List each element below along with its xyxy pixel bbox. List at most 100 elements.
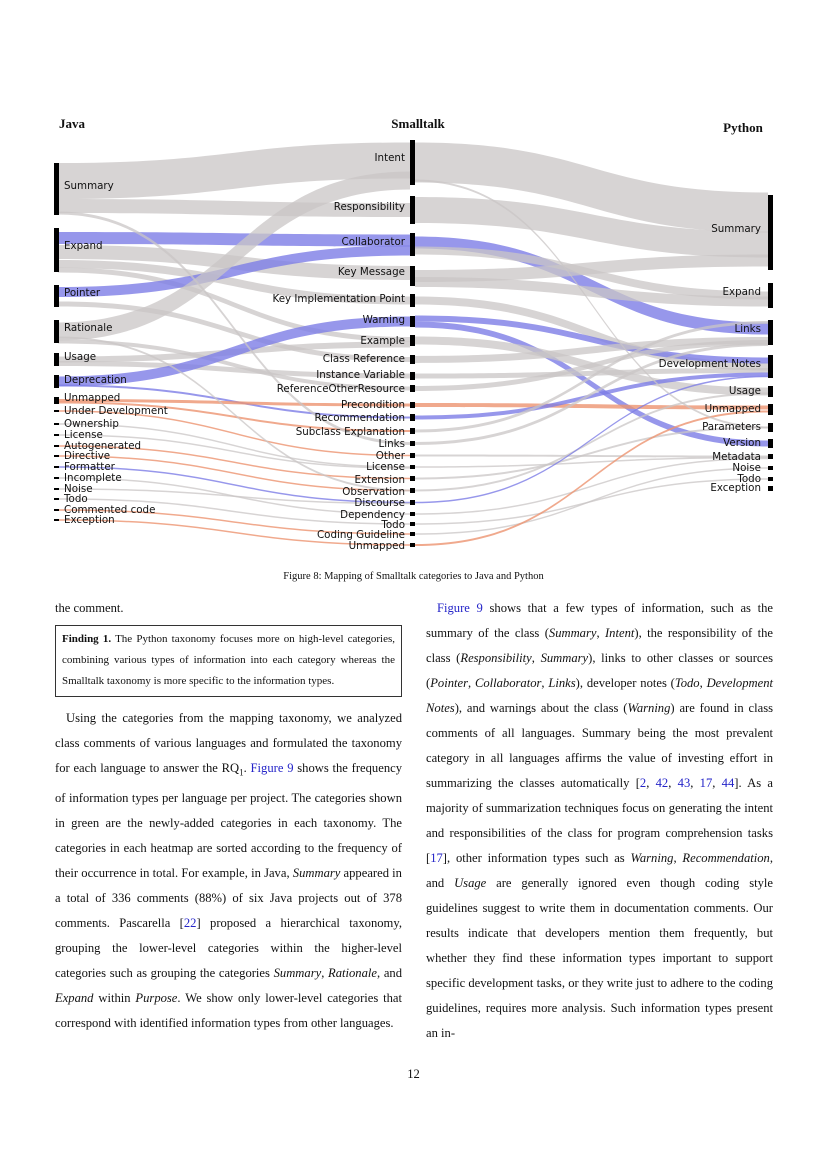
node-label: Warning	[363, 314, 405, 326]
node-bar	[768, 454, 773, 459]
node-label: Unmapped	[705, 403, 761, 415]
node-bar	[54, 163, 59, 215]
node-bar	[54, 375, 59, 388]
node-label: Directive	[64, 450, 110, 462]
text-run: ,	[712, 776, 722, 790]
node-bar	[54, 455, 59, 457]
flow	[415, 454, 768, 458]
node-label: Usage	[729, 385, 761, 397]
text-run: , and	[426, 851, 773, 890]
node-label: Extension	[354, 474, 405, 486]
reference-link[interactable]: 17	[430, 851, 443, 865]
node-bar	[54, 445, 59, 447]
flow	[415, 315, 768, 364]
node-label: Noise	[64, 483, 93, 495]
node-bar	[768, 283, 773, 308]
flow	[58, 434, 410, 469]
flow	[58, 142, 410, 199]
node-label: Rationale	[64, 322, 112, 334]
text-run: Warning	[627, 701, 671, 715]
node-label: License	[64, 429, 103, 441]
text-run: . We show only lower-level categories th…	[55, 990, 403, 1030]
node-label: Links	[379, 438, 405, 450]
node-label: Development Notes	[659, 358, 761, 370]
node-label: Key Implementation Point	[272, 293, 405, 305]
node-bar	[410, 414, 415, 421]
flow	[58, 401, 410, 432]
flow	[58, 445, 410, 480]
node-label: Autogenerated	[64, 440, 141, 452]
node-label: Instance Variable	[316, 369, 405, 381]
flow	[58, 399, 410, 407]
reference-link[interactable]: 2	[639, 776, 647, 790]
column-title: Python	[723, 120, 764, 135]
flow	[415, 392, 768, 492]
reference-link[interactable]: Figure 9	[250, 761, 294, 775]
reference-link[interactable]: 22	[183, 915, 197, 930]
flow	[58, 498, 410, 525]
flow	[58, 455, 410, 492]
text-run: ,	[531, 651, 541, 665]
node-bar	[410, 196, 415, 224]
node-bar	[410, 488, 415, 493]
flow	[415, 277, 768, 307]
text-run: Purpose	[135, 990, 178, 1005]
node-bar	[410, 543, 415, 547]
node-label: Observation	[342, 486, 405, 498]
text-run: shows that a few types of information, s…	[426, 601, 774, 640]
flow	[58, 260, 410, 305]
node-label: Collaborator	[342, 236, 406, 248]
node-label: Discourse	[354, 497, 405, 509]
node-label: Expand	[722, 286, 761, 298]
node-label: Summary	[711, 223, 761, 235]
flow	[415, 410, 768, 546]
text-run: ]. As a majority of summarization techni…	[426, 776, 774, 865]
node-bar	[54, 477, 59, 479]
node-label: Coding Guideline	[317, 529, 405, 541]
flow	[58, 245, 410, 297]
node-label: Metadata	[712, 451, 761, 463]
left-column: the comment. Finding 1. The Python taxon…	[55, 596, 402, 1036]
page-number: 12	[407, 1067, 420, 1081]
text-run: ,	[467, 676, 475, 690]
node-bar	[410, 532, 415, 536]
node-bar	[54, 353, 59, 366]
node-bar	[768, 320, 773, 345]
node-label: Precondition	[341, 399, 405, 411]
node-label: ReferenceOtherResource	[277, 383, 405, 395]
text-run: ), and warnings about the class (	[454, 701, 628, 715]
reference-link[interactable]: Figure 9	[437, 601, 483, 615]
node-bar	[54, 397, 59, 404]
text-run: Usage	[454, 876, 487, 890]
text-run: ,	[541, 676, 549, 690]
flow	[415, 403, 768, 410]
reference-link[interactable]: 43	[677, 776, 691, 790]
node-label: Exception	[710, 482, 761, 494]
node-label: Todo	[736, 473, 761, 485]
text-run: ], other information types such as	[442, 851, 631, 865]
node-bar	[410, 266, 415, 286]
node-label: Version	[723, 437, 761, 449]
finding-label: Finding 1.	[62, 633, 112, 645]
node-label: Unmapped	[349, 540, 405, 552]
node-bar	[410, 512, 415, 516]
text-run: shows the frequency of information types…	[55, 761, 403, 880]
reference-link[interactable]: 44	[721, 776, 735, 790]
text-run: .	[243, 761, 251, 775]
text-run: Recommendation	[682, 851, 770, 865]
node-bar	[410, 316, 415, 327]
flow	[415, 372, 768, 420]
flow	[58, 466, 410, 504]
flow	[58, 316, 410, 387]
reference-link[interactable]: 42	[655, 776, 669, 790]
node-bar	[54, 228, 59, 272]
node-bar	[410, 385, 415, 392]
finding-box: Finding 1. The Python taxonomy focuses m…	[55, 625, 402, 697]
node-bar	[410, 294, 415, 307]
flow	[415, 321, 768, 433]
text-run: Warning	[630, 851, 674, 865]
node-bar	[768, 423, 773, 432]
node-bar	[768, 386, 773, 397]
reference-link[interactable]: 17	[699, 776, 713, 790]
